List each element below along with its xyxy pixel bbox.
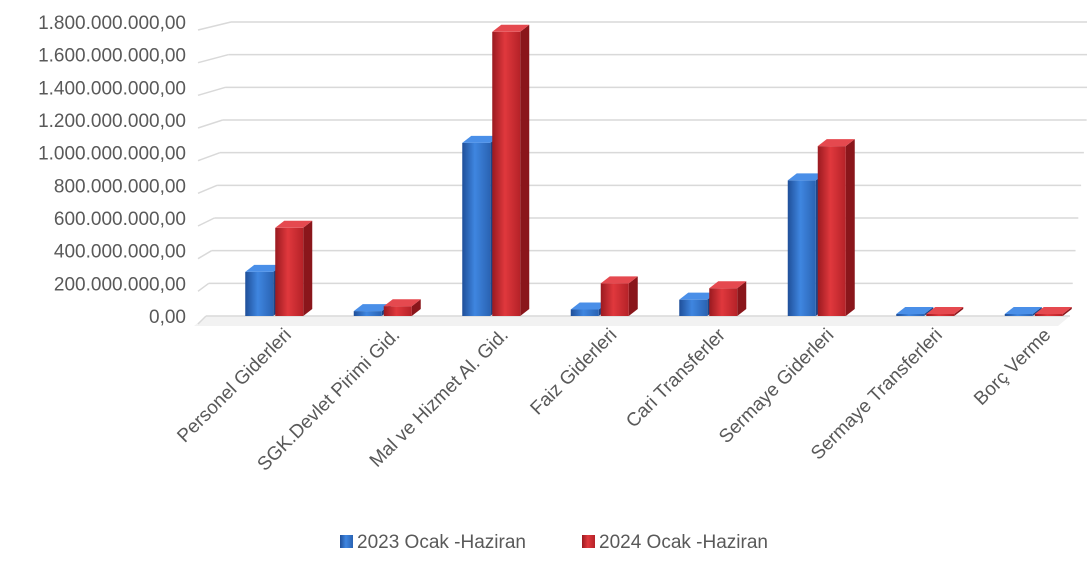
bar-front [1004, 314, 1033, 316]
bar-top [570, 302, 608, 310]
bar-series-2024 [709, 281, 747, 316]
bar-front [787, 180, 816, 316]
bar-top [679, 292, 717, 300]
bar-side [1032, 307, 1042, 316]
gridlines [197, 21, 1087, 325]
legend-label: 2023 Ocak -Haziran [357, 532, 526, 553]
bar-top [492, 24, 530, 32]
bar-front [1034, 314, 1063, 316]
bar-side [520, 24, 530, 317]
bar-top [896, 307, 934, 314]
y-tick-label: 1.400.000.000,00 [38, 78, 186, 99]
bar-front [679, 299, 708, 316]
legend-swatch [582, 535, 595, 548]
gridline-wall [197, 53, 229, 64]
bar-series-2024 [817, 139, 855, 316]
bar-side [924, 307, 934, 316]
bar-front [275, 227, 304, 316]
bar-series-2024 [492, 24, 530, 317]
bar-front [709, 288, 738, 316]
category-label: Borç Verme [970, 325, 1055, 410]
gridline-wall [197, 119, 223, 129]
bar-front [570, 309, 599, 316]
floor-plane [194, 316, 1070, 326]
bar-series-2023 [896, 307, 934, 316]
gridline-wall [197, 21, 232, 31]
gridline-wall [197, 315, 207, 325]
bar-top [1034, 307, 1072, 314]
bar-top [462, 135, 500, 143]
bar-series-2024 [383, 299, 421, 316]
bar-front [926, 314, 955, 316]
bar-top [709, 281, 747, 289]
legend: 2023 Ocak -Haziran 2024 Ocak -Haziran [340, 532, 768, 553]
bar-side [1062, 307, 1072, 316]
bar-top [245, 264, 283, 272]
category-label: Cari Transferler [622, 324, 730, 432]
bar-top [817, 139, 855, 147]
y-tick-label: 800.000.000,00 [54, 176, 186, 197]
bar-front [600, 283, 629, 316]
gridline-wall [197, 86, 226, 97]
legend-item: 2023 Ocak -Haziran [340, 532, 526, 553]
chart-floor [194, 316, 1070, 326]
bar-front [245, 271, 274, 316]
bar-side [411, 299, 421, 316]
bar-front [383, 306, 412, 316]
bar-series-2023 [1004, 307, 1042, 316]
bar-front [462, 142, 491, 316]
bar-side [954, 307, 964, 316]
legend-item: 2024 Ocak -Haziran [582, 532, 768, 553]
category-label: Sermaye Giderleri [715, 325, 838, 448]
gridline-wall [197, 184, 218, 195]
bar-top [1004, 307, 1042, 314]
bar-top [787, 173, 825, 181]
y-tick-label: 200.000.000,00 [54, 274, 186, 295]
bar-side [628, 276, 638, 316]
bar-top [383, 299, 421, 307]
bar-series-2024 [275, 220, 313, 316]
bar-front [492, 31, 521, 317]
bar-front [896, 314, 925, 316]
gridline-wall [197, 151, 221, 162]
category-label: Faiz Giderleri [527, 325, 622, 420]
bar-series-2024 [600, 276, 638, 316]
bar-front [817, 146, 846, 316]
bar-top [353, 304, 391, 312]
y-tick-label: 1.000.000.000,00 [38, 144, 186, 165]
bar-top [275, 220, 313, 228]
y-axis: 0,00 200.000.000,00 400.000.000,00 600.000.… [38, 13, 186, 328]
bar-top [600, 276, 638, 284]
category-label: Personel Giderleri [173, 325, 295, 447]
y-tick-label: 1.800.000.000,00 [38, 13, 186, 34]
gridline-wall [197, 282, 210, 292]
bars [245, 24, 1072, 317]
bar-front [353, 311, 382, 316]
bar-side [737, 281, 747, 316]
legend-swatch [340, 535, 353, 548]
bar-series-2024 [926, 307, 964, 316]
y-tick-label: 0,00 [149, 307, 186, 328]
bar-side [845, 139, 855, 316]
legend-label: 2024 Ocak -Haziran [599, 532, 768, 553]
y-tick-label: 1.200.000.000,00 [38, 111, 186, 132]
y-tick-label: 400.000.000,00 [54, 242, 186, 263]
y-tick-label: 1.600.000.000,00 [38, 46, 186, 67]
gridline-wall [197, 217, 215, 227]
bar-top [926, 307, 964, 314]
bar-series-2024 [1034, 307, 1072, 316]
y-tick-label: 600.000.000,00 [54, 209, 186, 230]
gridline-wall [197, 250, 212, 260]
bar-side [303, 220, 313, 316]
